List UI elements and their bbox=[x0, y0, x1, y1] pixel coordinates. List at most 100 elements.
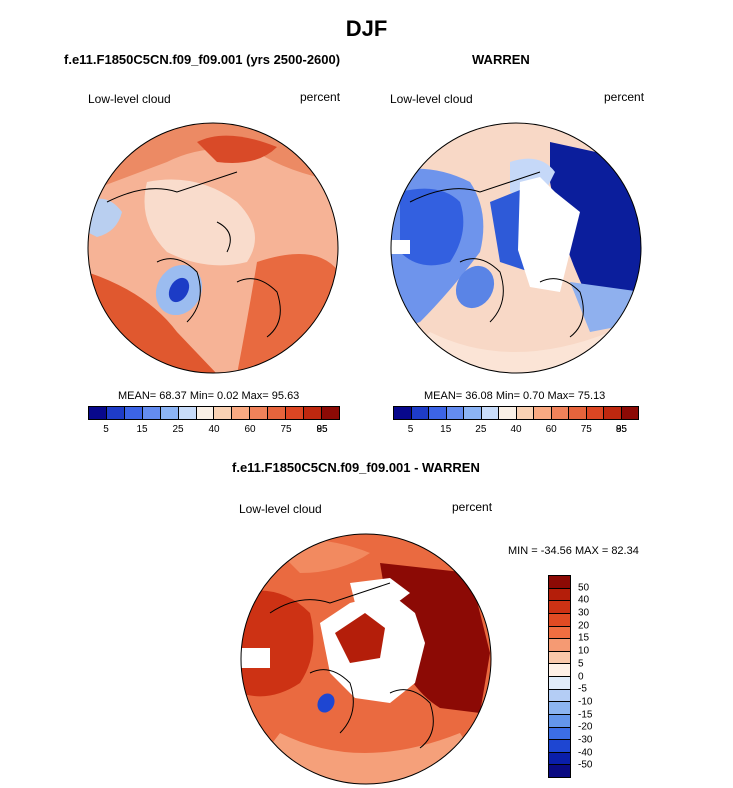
left-colorbar bbox=[88, 406, 340, 420]
colorbar-swatch bbox=[549, 714, 570, 728]
colorbar-tick-label: 30 bbox=[578, 607, 590, 619]
colorbar-swatch bbox=[549, 576, 570, 589]
colorbar-swatch bbox=[604, 407, 622, 419]
colorbar-tick-label: 15 bbox=[440, 424, 452, 435]
colorbar-swatch bbox=[160, 407, 179, 419]
colorbar-swatch bbox=[549, 588, 570, 602]
colorbar-tick-label: 60 bbox=[545, 424, 557, 435]
colorbar-swatch bbox=[106, 407, 125, 419]
colorbar-swatch bbox=[586, 407, 604, 419]
colorbar-swatch bbox=[232, 407, 251, 419]
colorbar-swatch bbox=[621, 407, 638, 419]
left-units-label: percent bbox=[300, 90, 341, 104]
colorbar-swatch bbox=[178, 407, 197, 419]
colorbar-swatch bbox=[286, 407, 305, 419]
left-stats: MEAN= 68.37 Min= 0.02 Max= 95.63 bbox=[118, 390, 300, 402]
colorbar-tick-label: 95 bbox=[316, 424, 328, 435]
colorbar-tick-label: 10 bbox=[578, 645, 590, 657]
colorbar-swatch bbox=[250, 407, 269, 419]
colorbar-tick-label: 95 bbox=[615, 424, 627, 435]
colorbar-tick-label: 5 bbox=[103, 424, 109, 435]
diff-stats: MIN = -34.56 MAX = 82.34 bbox=[508, 545, 639, 557]
colorbar-swatch bbox=[89, 407, 107, 419]
colorbar-swatch bbox=[304, 407, 322, 419]
diff-panel-title: f.e11.F1850C5CN.f09_f09.001 - WARREN bbox=[232, 460, 480, 475]
colorbar-tick-label: 5 bbox=[407, 424, 414, 435]
colorbar-swatch bbox=[549, 651, 570, 665]
diff-map-region bbox=[241, 590, 314, 697]
colorbar-swatch bbox=[429, 407, 447, 419]
diff-map-missing-data bbox=[241, 648, 270, 668]
colorbar-tick-label: -30 bbox=[578, 734, 593, 746]
colorbar-tick-label: -15 bbox=[578, 709, 593, 721]
colorbar-tick-label: 40 bbox=[510, 424, 522, 435]
colorbar-tick-label: 0 bbox=[578, 671, 584, 682]
colorbar-swatch bbox=[411, 407, 429, 419]
right-panel-title: WARREN bbox=[472, 52, 530, 67]
colorbar-swatch bbox=[464, 407, 482, 419]
colorbar-tick-label: -40 bbox=[578, 747, 593, 759]
colorbar-tick-label: 50 bbox=[578, 582, 590, 594]
left-map-region bbox=[197, 135, 277, 163]
colorbar-swatch bbox=[196, 407, 215, 419]
colorbar-swatch bbox=[549, 626, 570, 640]
colorbar-tick-label: -5 bbox=[578, 683, 587, 695]
colorbar-swatch bbox=[534, 407, 552, 419]
colorbar-swatch bbox=[481, 407, 499, 419]
colorbar-swatch bbox=[549, 639, 570, 652]
page-title: DJF bbox=[345, 16, 388, 41]
colorbar-swatch bbox=[214, 407, 233, 419]
colorbar-swatch bbox=[549, 740, 570, 753]
right-stats: MEAN= 36.08 Min= 0.70 Max= 75.13 bbox=[424, 390, 606, 402]
colorbar-swatch bbox=[124, 407, 143, 419]
left-map-coastline bbox=[106, 171, 281, 338]
colorbar-tick-label: -20 bbox=[578, 721, 593, 733]
diff-colorbar bbox=[548, 575, 571, 778]
colorbar-tick-label: 75 bbox=[280, 424, 292, 435]
colorbar-swatch bbox=[569, 407, 587, 419]
colorbar-swatch bbox=[549, 752, 570, 766]
colorbar-tick-label: -10 bbox=[578, 696, 593, 708]
right-colorbar-ticks: 5 15 25 40 60 75 85 95 bbox=[393, 424, 639, 438]
right-map-region bbox=[550, 142, 641, 302]
colorbar-swatch bbox=[549, 613, 570, 627]
colorbar-tick-label: 40 bbox=[578, 594, 590, 606]
colorbar-tick-label: 25 bbox=[172, 424, 184, 435]
colorbar-tick-label: 85 bbox=[615, 424, 627, 435]
colorbar-tick-label: 15 bbox=[578, 632, 590, 644]
right-map-missing-data bbox=[391, 240, 410, 254]
diff-map-region bbox=[335, 613, 385, 663]
left-map-region bbox=[168, 277, 190, 303]
colorbar-swatch bbox=[446, 407, 464, 419]
colorbar-swatch bbox=[549, 727, 570, 741]
left-colorbar-ticks: 5 15 25 40 60 75 85 95 bbox=[88, 424, 340, 438]
colorbar-swatch bbox=[549, 677, 570, 690]
colorbar-tick-label: 15 bbox=[136, 424, 148, 435]
left-map-region bbox=[88, 198, 122, 237]
diff-units-label: percent bbox=[452, 500, 493, 514]
left-panel-title: f.e11.F1850C5CN.f09_f09.001 (yrs 2500-26… bbox=[64, 52, 341, 67]
colorbar-swatch bbox=[394, 407, 412, 419]
diff-map-missing-data bbox=[350, 578, 410, 608]
colorbar-swatch bbox=[549, 765, 570, 777]
right-colorbar bbox=[393, 406, 639, 420]
colorbar-tick-label: 20 bbox=[578, 620, 590, 632]
colorbar-swatch bbox=[142, 407, 161, 419]
right-map-region bbox=[400, 188, 464, 266]
colorbar-swatch bbox=[499, 407, 517, 419]
colorbar-swatch bbox=[516, 407, 534, 419]
right-variable-label: Low-level cloud bbox=[390, 92, 473, 106]
diff-polar-map bbox=[240, 533, 492, 785]
diff-colorbar-ticks: 50 40 30 20 15 10 5 0 -5 -10 -15 -20 -30 -40 -50 bbox=[578, 575, 618, 778]
colorbar-swatch bbox=[549, 601, 570, 614]
colorbar-swatch bbox=[321, 407, 339, 419]
diff-map-coastline bbox=[269, 582, 434, 749]
right-polar-map bbox=[390, 122, 642, 374]
colorbar-swatch bbox=[268, 407, 287, 419]
right-map-missing-data bbox=[518, 177, 580, 292]
colorbar-swatch bbox=[551, 407, 569, 419]
left-polar-map bbox=[87, 122, 339, 374]
colorbar-tick-label: -50 bbox=[578, 759, 593, 771]
diff-map-region bbox=[317, 693, 335, 713]
left-map-region bbox=[144, 179, 255, 266]
